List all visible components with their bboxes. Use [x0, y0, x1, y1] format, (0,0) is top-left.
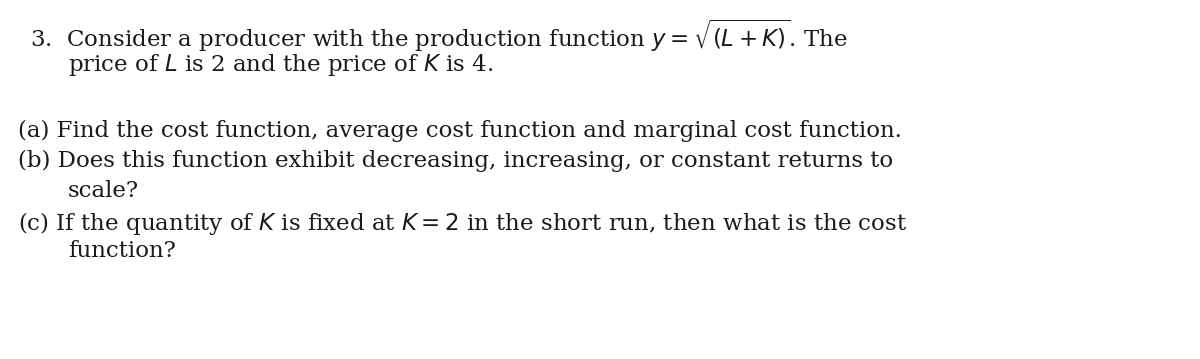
Text: scale?: scale? — [68, 180, 139, 202]
Text: (c) If the quantity of $K$ is fixed at $K = 2$ in the short run, then what is th: (c) If the quantity of $K$ is fixed at $… — [18, 210, 907, 237]
Text: price of $L$ is 2 and the price of $K$ is 4.: price of $L$ is 2 and the price of $K$ i… — [68, 52, 493, 78]
Text: 3.  Consider a producer with the production function $y = \sqrt{(L + K)}$. The: 3. Consider a producer with the producti… — [30, 18, 847, 54]
Text: (a) Find the cost function, average cost function and marginal cost function.: (a) Find the cost function, average cost… — [18, 120, 902, 142]
Text: (b) Does this function exhibit decreasing, increasing, or constant returns to: (b) Does this function exhibit decreasin… — [18, 150, 893, 172]
Text: function?: function? — [68, 240, 176, 262]
